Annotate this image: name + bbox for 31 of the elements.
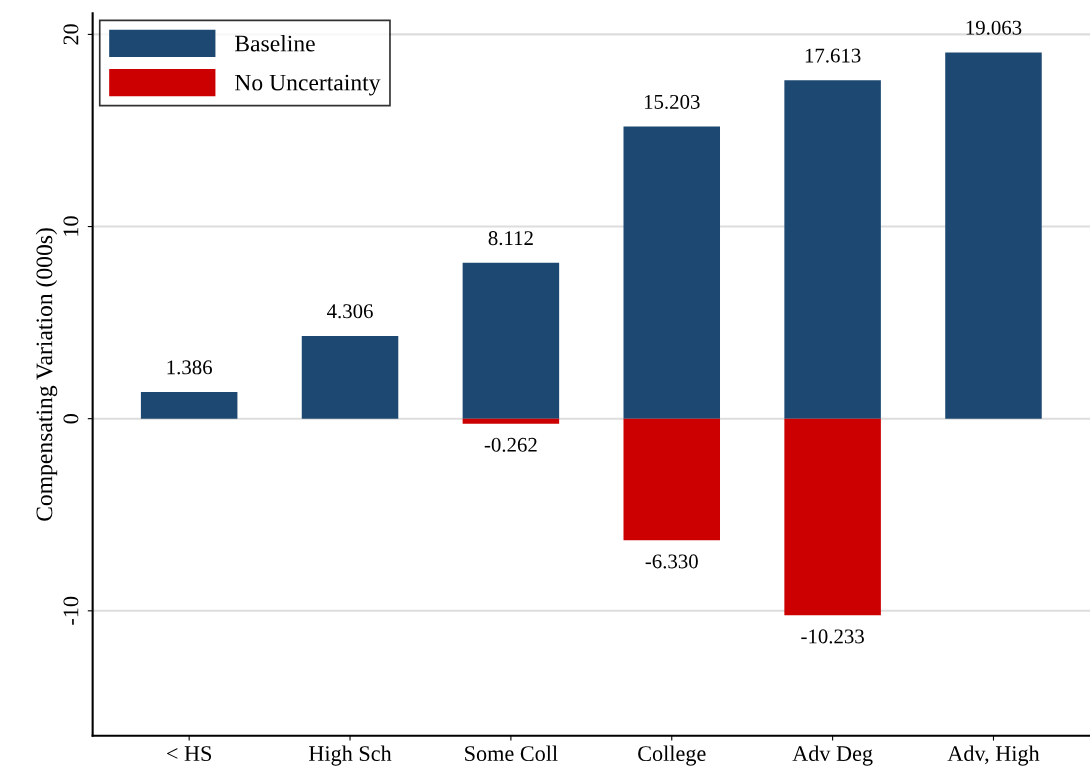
data-label: -6.330	[645, 554, 698, 569]
x-tick-label: Adv Deg	[792, 745, 873, 766]
data-label: 8.112	[488, 231, 533, 246]
data-label: 15.203	[644, 94, 700, 109]
bar	[301, 335, 399, 419]
legend-label: Baseline	[235, 34, 315, 52]
bar	[462, 418, 560, 424]
bar	[945, 52, 1042, 419]
data-label: 1.386	[167, 360, 212, 375]
y-tick-label: 20	[63, 24, 79, 45]
bar	[140, 392, 238, 419]
bar	[784, 418, 881, 616]
y-tick-label: 10	[63, 216, 79, 236]
x-tick-label: High Sch	[309, 745, 392, 766]
y-tick-label: 0	[63, 413, 79, 424]
bar	[784, 80, 881, 419]
data-label: -10.233	[801, 629, 864, 644]
bar	[462, 262, 560, 419]
y-tick-label: -10	[63, 596, 79, 625]
legend-label: No Uncertainty	[235, 74, 381, 96]
x-tick-label: Some Coll	[465, 745, 558, 762]
x-tick-label: College	[638, 745, 706, 766]
data-label: 4.306	[327, 304, 373, 319]
data-label: 17.613	[805, 48, 861, 63]
x-tick-label: < HS	[167, 746, 212, 762]
bar	[623, 418, 721, 541]
data-label: 19.063	[966, 20, 1022, 35]
data-label: -0.262	[484, 437, 537, 452]
y-axis-title: Compensating Variation (000s)	[35, 228, 58, 521]
x-tick-label: Adv, High	[947, 745, 1040, 766]
bar	[623, 126, 721, 419]
